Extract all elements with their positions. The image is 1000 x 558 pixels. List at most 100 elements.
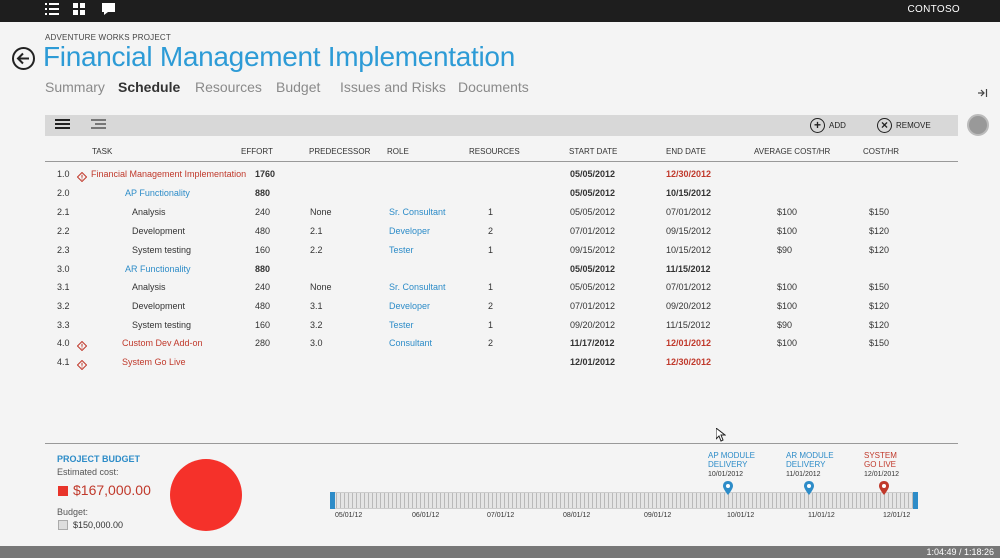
col-cost[interactable]: COST/HR (863, 147, 899, 156)
task-name[interactable]: System testing (132, 245, 192, 255)
back-button[interactable] (12, 47, 35, 70)
cell-role[interactable]: Tester (389, 245, 414, 255)
sign-out-icon[interactable] (978, 88, 988, 101)
add-button[interactable]: + ADD (810, 117, 846, 134)
close-icon: × (877, 118, 892, 133)
task-name[interactable]: Custom Dev Add-on (122, 338, 203, 348)
milestone-title: AP MODULE (708, 451, 755, 460)
page-title: Financial Management Implementation (43, 41, 515, 72)
user-avatar-button[interactable] (967, 114, 989, 136)
timeline-track[interactable] (332, 492, 918, 509)
cell-effort: 160 (255, 245, 271, 255)
col-average-cost[interactable]: AVERAGE COST/HR (754, 147, 831, 156)
timeline-date-label: 11/01/12 (808, 512, 835, 519)
cell-cost: $120 (869, 245, 890, 255)
cell-role[interactable]: Sr. Consultant (389, 282, 446, 292)
back-arrow-icon (16, 52, 29, 65)
cell-start: 09/20/2012 (570, 320, 616, 330)
col-resources[interactable]: RESOURCES (469, 147, 520, 156)
cell-end: 12/01/2012 (666, 338, 712, 348)
table-row[interactable]: 3.3 System testing 160 3.2 Tester 1 09/20/2012… (45, 317, 958, 335)
table-row[interactable]: 4.0 Custom Dev Add-on 280 3.0 Consultant 2 11/… (45, 335, 958, 353)
task-id: 3.0 (57, 264, 70, 274)
col-predecessor[interactable]: PREDECESSOR (309, 147, 371, 156)
cell-start: 07/01/2012 (570, 226, 616, 236)
timeline-end-handle[interactable] (913, 492, 918, 509)
tab-documents[interactable]: Documents (458, 79, 529, 95)
cell-cost: $120 (869, 301, 890, 311)
mouse-cursor-icon (715, 426, 727, 447)
tab-summary[interactable]: Summary (45, 79, 105, 95)
table-row[interactable]: 1.0 Financial Management Implementation 17… (45, 166, 958, 184)
task-name[interactable]: System Go Live (122, 357, 186, 367)
cell-pred: 2.1 (310, 226, 323, 236)
map-pin-icon[interactable] (723, 481, 733, 500)
grid-icon[interactable] (71, 3, 87, 19)
cell-role[interactable]: Consultant (389, 338, 433, 348)
cell-avg: $100 (777, 282, 798, 292)
cell-cost: $120 (869, 226, 890, 236)
task-name[interactable]: Analysis (132, 207, 166, 217)
tab-schedule[interactable]: Schedule (118, 79, 181, 95)
remove-button[interactable]: × REMOVE (877, 117, 931, 134)
list-view-icon[interactable] (55, 119, 70, 131)
budget-swatch (58, 520, 68, 530)
timeline-date-label: 09/01/12 (644, 512, 672, 519)
cell-effort: 1760 (255, 169, 276, 179)
cell-end: 10/15/2012 (666, 245, 712, 255)
table-row[interactable]: 2.0 AP Functionality 880 05/05/2012 10/15/20… (45, 185, 958, 203)
task-name[interactable]: Financial Management Implementation (91, 169, 247, 179)
map-pin-icon[interactable] (804, 481, 814, 500)
cell-avg: $100 (777, 207, 798, 217)
cell-end: 10/15/2012 (666, 188, 712, 198)
tab-resources[interactable]: Resources (195, 79, 262, 95)
table-row[interactable]: 3.0 AR Functionality 880 05/05/2012 11/15/20… (45, 261, 958, 279)
plus-icon: + (810, 118, 825, 133)
table-row[interactable]: 2.1 Analysis 240 None Sr. Consultant 1 05/05/2… (45, 204, 958, 222)
cell-role[interactable]: Tester (389, 320, 414, 330)
col-effort[interactable]: EFFORT (241, 147, 273, 156)
task-name[interactable]: Development (132, 226, 186, 236)
task-name[interactable]: Analysis (132, 282, 166, 292)
cell-start: 05/05/2012 (570, 207, 616, 217)
cell-avg: $100 (777, 338, 798, 348)
col-task[interactable]: TASK (92, 147, 113, 156)
table-row[interactable]: 2.2 Development 480 2.1 Developer 2 07/01/2012… (45, 223, 958, 241)
cell-role[interactable]: Sr. Consultant (389, 207, 446, 217)
cell-avg: $90 (777, 245, 793, 255)
tab-issues-and-risks[interactable]: Issues and Risks (340, 79, 446, 95)
tab-budget[interactable]: Budget (276, 79, 321, 95)
cell-role[interactable]: Developer (389, 301, 431, 311)
cell-end: 12/30/2012 (666, 169, 712, 179)
col-role[interactable]: ROLE (387, 147, 409, 156)
cell-end: 07/01/2012 (666, 207, 712, 217)
map-pin-icon[interactable] (879, 481, 889, 500)
col-end-date[interactable]: END DATE (666, 147, 706, 156)
cell-pred: 3.1 (310, 301, 323, 311)
task-name[interactable]: AR Functionality (125, 264, 191, 274)
milestone-subtitle: DELIVERY (708, 460, 748, 469)
cell-effort: 240 (255, 207, 271, 217)
table-row[interactable]: 4.1 System Go Live 12/01/2012 12/30/2012 (45, 354, 958, 372)
col-start-date[interactable]: START DATE (569, 147, 618, 156)
cell-effort: 280 (255, 338, 271, 348)
task-name[interactable]: AP Functionality (125, 188, 190, 198)
task-name[interactable]: System testing (132, 320, 192, 330)
list-icon[interactable] (44, 3, 60, 19)
timeline-date-label: 05/01/12 (335, 512, 363, 519)
budget-label: Budget: (57, 507, 89, 517)
task-id: 4.0 (57, 338, 70, 348)
timeline-date-label: 10/01/12 (727, 512, 755, 519)
comment-icon[interactable] (100, 3, 116, 19)
task-name[interactable]: Development (132, 301, 186, 311)
cell-start: 09/15/2012 (570, 245, 616, 255)
table-row[interactable]: 3.2 Development 480 3.1 Developer 2 07/01/2012… (45, 298, 958, 316)
table-row[interactable]: 2.3 System testing 160 2.2 Tester 1 09/15/2012… (45, 242, 958, 260)
project-label: ADVENTURE WORKS PROJECT (45, 33, 171, 42)
tree-view-icon[interactable] (91, 119, 106, 131)
cell-start: 05/05/2012 (570, 169, 616, 179)
timeline-start-handle[interactable] (330, 492, 335, 509)
cell-role[interactable]: Developer (389, 226, 431, 236)
table-row[interactable]: 3.1 Analysis 240 None Sr. Consultant 1 05/05/2… (45, 279, 958, 297)
budget-value: $150,000.00 (73, 520, 124, 530)
